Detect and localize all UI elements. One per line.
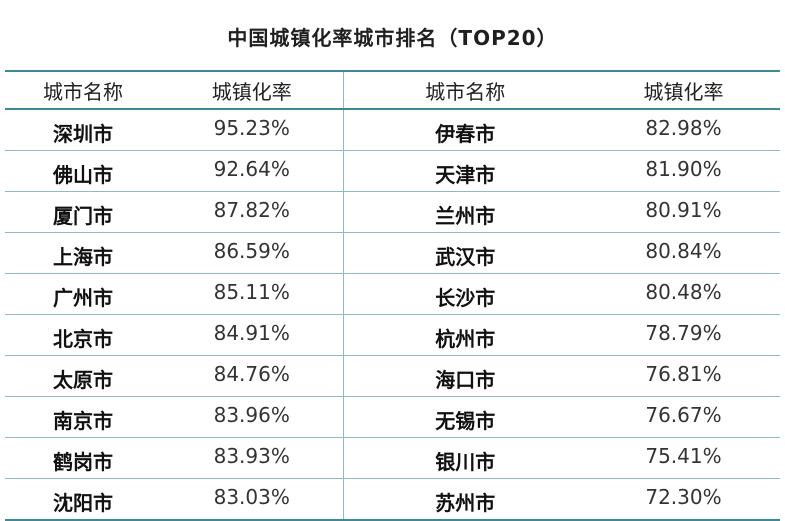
- rate-cell: 83.93%: [161, 437, 344, 479]
- rate-cell: 84.91%: [161, 314, 344, 356]
- city-cell: 银川市: [343, 437, 587, 479]
- rate-cell: 80.84%: [587, 232, 780, 274]
- city-cell: 天津市: [343, 150, 587, 192]
- city-cell: 深圳市: [5, 109, 161, 151]
- table-row: 厦门市 87.82% 兰州市 80.91%: [5, 191, 780, 233]
- city-cell: 武汉市: [343, 232, 587, 274]
- header-urbanization-rate-left: 城镇化率: [161, 70, 344, 110]
- rate-cell: 81.90%: [587, 150, 780, 192]
- table-row: 太原市 84.76% 海口市 76.81%: [5, 355, 780, 397]
- city-cell: 兰州市: [343, 191, 587, 233]
- city-cell: 北京市: [5, 314, 161, 356]
- header-city-name-right: 城市名称: [343, 70, 587, 110]
- table-row: 沈阳市 83.03% 苏州市 72.30%: [5, 478, 780, 521]
- city-cell: 上海市: [5, 232, 161, 274]
- rate-cell: 76.81%: [587, 355, 780, 397]
- rate-cell: 92.64%: [161, 150, 344, 192]
- rate-cell: 72.30%: [587, 478, 780, 521]
- rate-cell: 76.67%: [587, 396, 780, 438]
- rate-cell: 82.98%: [587, 109, 780, 151]
- table-row: 南京市 83.96% 无锡市 76.67%: [5, 396, 780, 438]
- table-row: 鹤岗市 83.93% 银川市 75.41%: [5, 437, 780, 479]
- header-urbanization-rate-right: 城镇化率: [587, 70, 780, 110]
- city-cell: 鹤岗市: [5, 437, 161, 479]
- rate-cell: 85.11%: [161, 273, 344, 315]
- header-row: 城市名称 城镇化率 城市名称 城镇化率: [5, 70, 780, 110]
- table-row: 佛山市 92.64% 天津市 81.90%: [5, 150, 780, 192]
- rate-cell: 80.91%: [587, 191, 780, 233]
- rate-cell: 84.76%: [161, 355, 344, 397]
- header-city-name-left: 城市名称: [5, 70, 161, 110]
- table-row: 北京市 84.91% 杭州市 78.79%: [5, 314, 780, 356]
- city-cell: 沈阳市: [5, 478, 161, 521]
- table-title: 中国城镇化率城市排名（TOP20）: [227, 25, 558, 50]
- rate-cell: 87.82%: [161, 191, 344, 233]
- rate-cell: 78.79%: [587, 314, 780, 356]
- table-row: 广州市 85.11% 长沙市 80.48%: [5, 273, 780, 315]
- city-cell: 广州市: [5, 273, 161, 315]
- rate-cell: 86.59%: [161, 232, 344, 274]
- rate-cell: 83.03%: [161, 478, 344, 521]
- table-row: 上海市 86.59% 武汉市 80.84%: [5, 232, 780, 274]
- rate-cell: 95.23%: [161, 109, 344, 151]
- rate-cell: 83.96%: [161, 396, 344, 438]
- city-cell: 海口市: [343, 355, 587, 397]
- ranking-table: 城市名称 城镇化率 城市名称 城镇化率 深圳市 95.23% 伊春市 82.98% 佛山…: [5, 70, 780, 521]
- city-cell: 太原市: [5, 355, 161, 397]
- city-cell: 南京市: [5, 396, 161, 438]
- rate-cell: 75.41%: [587, 437, 780, 479]
- city-cell: 长沙市: [343, 273, 587, 315]
- city-cell: 苏州市: [343, 478, 587, 521]
- city-cell: 佛山市: [5, 150, 161, 192]
- city-cell: 无锡市: [343, 396, 587, 438]
- table-row: 深圳市 95.23% 伊春市 82.98%: [5, 109, 780, 151]
- city-cell: 厦门市: [5, 191, 161, 233]
- city-cell: 伊春市: [343, 109, 587, 151]
- rate-cell: 80.48%: [587, 273, 780, 315]
- city-cell: 杭州市: [343, 314, 587, 356]
